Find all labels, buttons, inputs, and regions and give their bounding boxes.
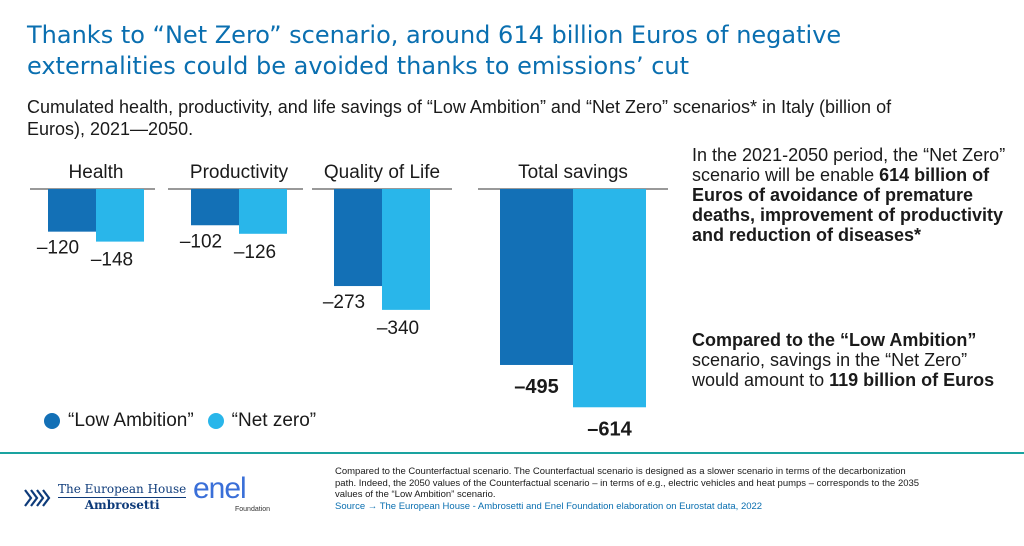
data-label-productivity-low-ambition: –102 [180, 231, 222, 252]
side-note-2-bold-a: Compared to the “Low Ambition” [692, 330, 977, 350]
side-note-1-bold: 614 billion of Euros of avoidance of pre… [692, 165, 1004, 245]
teha-logo-text: The European House Ambrosetti [58, 482, 187, 513]
side-note-2: Compared to the “Low Ambition” scenario,… [692, 330, 1012, 390]
side-note-2-text: scenario, savings in the “Net Zero” woul… [692, 350, 968, 390]
footnote-text: Compared to the Counterfactual scenario.… [335, 466, 920, 500]
legend-label-net-zero: “Net zero” [231, 410, 317, 431]
footer-divider [0, 452, 1024, 454]
data-label-health-low-ambition: –120 [37, 238, 79, 259]
chart-subtitle: Cumulated health, productivity, and life… [27, 97, 892, 139]
side-note-1-text: In the 2021-2050 period, the “Net Zero” … [692, 145, 1006, 185]
enel-foundation-logo: enel Foundation [193, 472, 271, 514]
data-label-total-savings-net-zero: –614 [587, 418, 632, 440]
legend-swatch-low-ambition [44, 413, 60, 429]
bar-total-savings-net-zero [573, 189, 646, 408]
chart-legend: “Low Ambition” “Net zero” [44, 410, 316, 432]
bar-health-net-zero [96, 189, 144, 242]
bar-productivity-net-zero [239, 189, 287, 234]
source-note: Source → The European House - Ambrosetti… [335, 500, 763, 512]
footnote: Compared to the Counterfactual scenario.… [335, 466, 925, 512]
teha-logo: The European House Ambrosetti [22, 482, 187, 513]
side-note-1: In the 2021-2050 period, the “Net Zero” … [692, 145, 1012, 245]
enel-logo-word: enel [193, 472, 247, 505]
page-title: Thanks to “Net Zero” scenario, around 61… [27, 21, 842, 80]
bar-quality-of-life-net-zero [382, 189, 430, 310]
data-label-quality-of-life-net-zero: –340 [377, 318, 419, 339]
data-label-total-savings-low-ambition: –495 [514, 376, 559, 398]
data-label-productivity-net-zero: –126 [234, 242, 276, 263]
legend-item-low-ambition: “Low Ambition” [44, 410, 194, 432]
legend-label-low-ambition: “Low Ambition” [68, 410, 194, 431]
bar-health-low-ambition [48, 189, 96, 232]
legend-item-net-zero: “Net zero” [207, 410, 317, 432]
side-note-2-bold-b: 119 billion of Euros [829, 370, 995, 390]
teha-line-1: The European House [58, 482, 187, 496]
panel-title-productivity: Productivity [189, 162, 289, 183]
data-label-quality-of-life-low-ambition: –273 [323, 292, 365, 313]
teha-logo-icon [24, 488, 51, 507]
panel-title-total-savings: Total savings [518, 162, 628, 183]
data-label-health-net-zero: –148 [91, 250, 133, 271]
enel-logo-sub: Foundation [235, 506, 271, 513]
teha-line-2: Ambrosetti [58, 497, 187, 513]
panel-title-quality-of-life: Quality of Life [323, 162, 441, 183]
bar-quality-of-life-low-ambition [334, 189, 382, 287]
panel-title-health: Health [68, 162, 124, 183]
bar-productivity-low-ambition [191, 189, 239, 226]
bar-total-savings-low-ambition [500, 189, 573, 365]
legend-swatch-net-zero [207, 413, 224, 429]
